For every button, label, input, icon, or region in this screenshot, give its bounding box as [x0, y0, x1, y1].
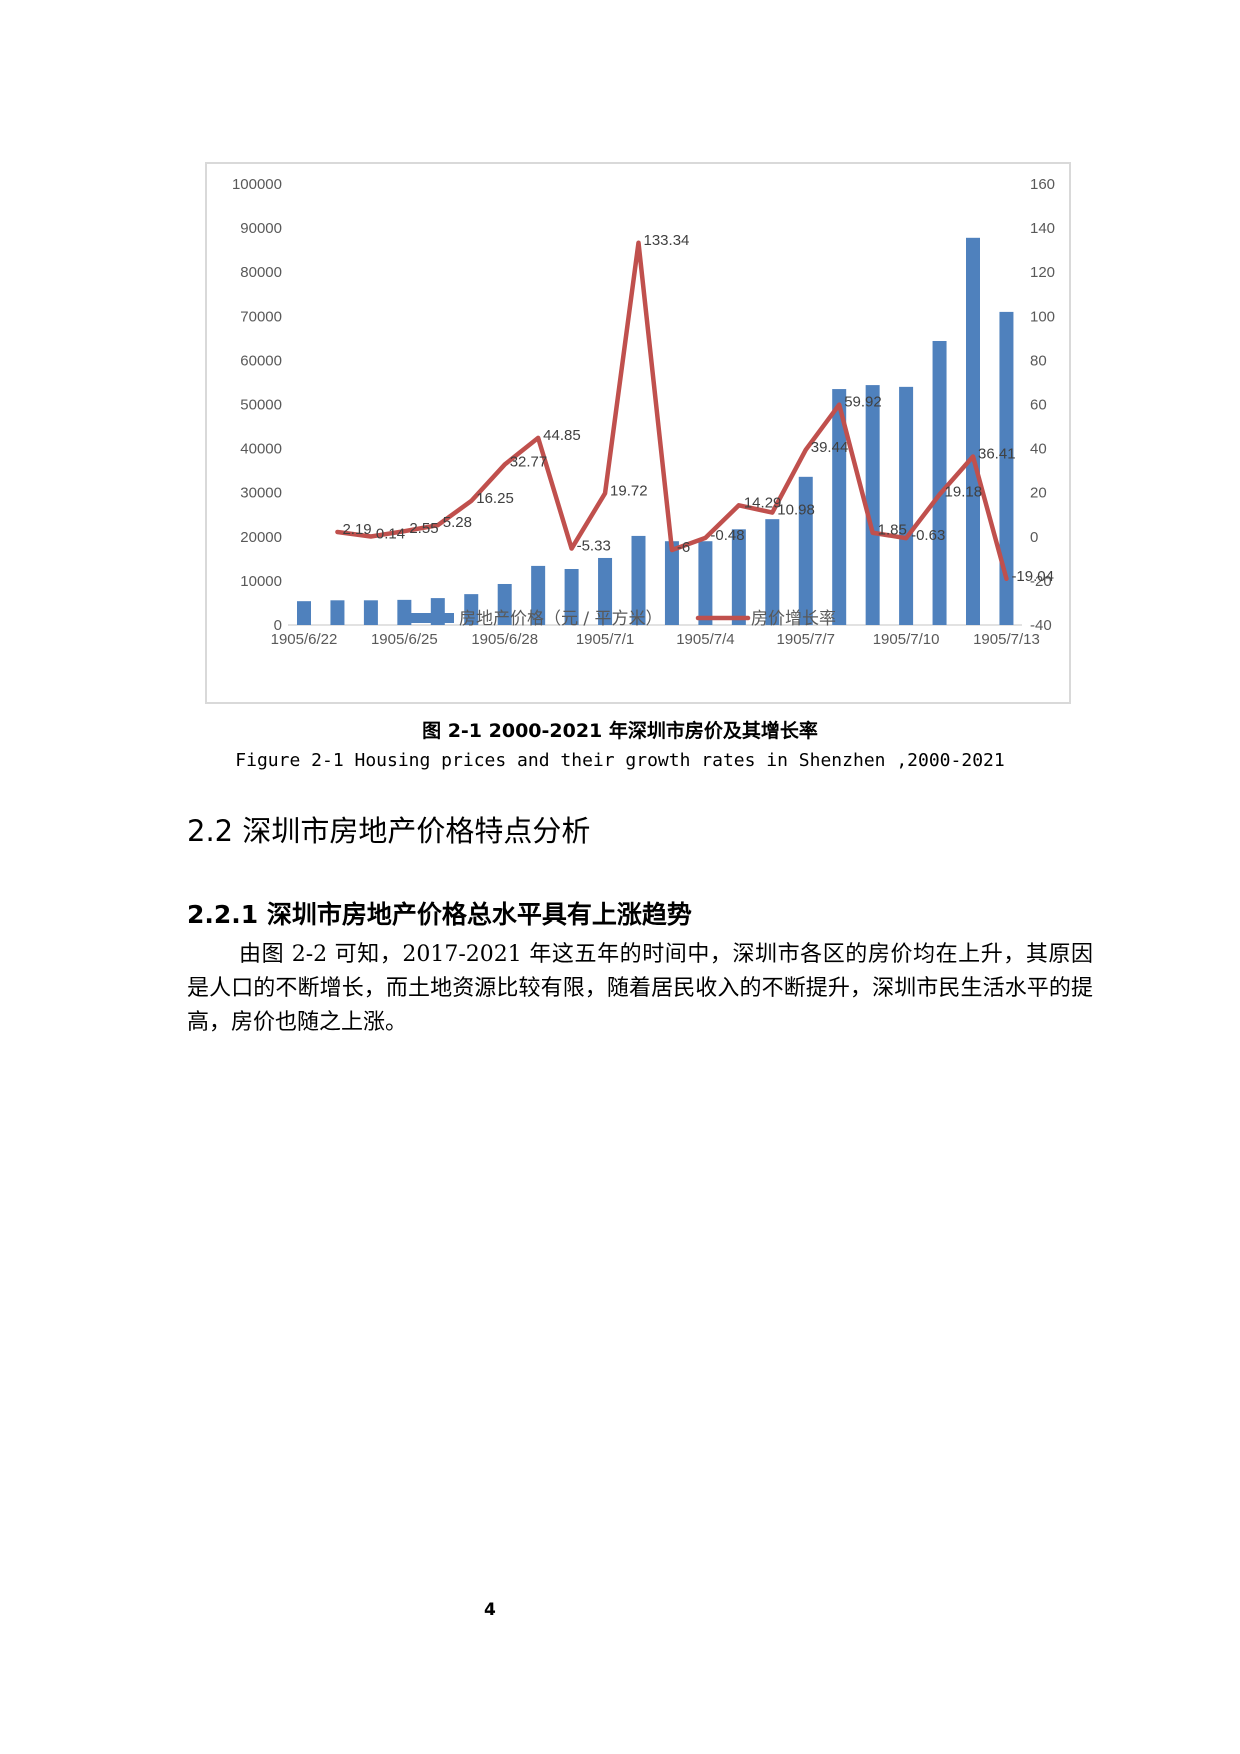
- right-axis-tick: -20: [1030, 573, 1052, 590]
- right-axis-tick: 140: [1030, 220, 1055, 237]
- x-axis-tick: 1905/7/4: [676, 631, 734, 648]
- figure-caption-en: Figure 2-1 Housing prices and their grow…: [235, 750, 1005, 771]
- left-axis-tick: 90000: [240, 220, 282, 237]
- legend-bar-label: 房地产价格（元 / 平方米）: [459, 609, 663, 629]
- right-axis-tick: 60: [1030, 397, 1047, 414]
- growth-rate-label: 10.98: [777, 502, 815, 519]
- price-bar: [865, 385, 880, 625]
- right-axis-tick: 40: [1030, 441, 1047, 458]
- body-paragraph: 由图 2-2 可知，2017-2021 年这五年的时间中，深圳市各区的房价均在上…: [187, 942, 1093, 1035]
- price-bar: [966, 237, 980, 625]
- subsection-heading: 2.2.1 深圳市房地产价格总水平具有上涨趋势: [187, 900, 692, 929]
- page-number: 4: [484, 1600, 496, 1620]
- growth-rate-label: 36.41: [978, 446, 1016, 463]
- right-axis-tick: 80: [1030, 352, 1047, 369]
- growth-rate-label: 19.72: [610, 482, 648, 499]
- price-bar: [497, 583, 512, 625]
- right-axis-tick: 20: [1030, 485, 1047, 502]
- left-axis-tick: 30000: [240, 485, 282, 502]
- left-axis-tick: 40000: [240, 441, 282, 458]
- growth-rate-label: -19.04: [1011, 568, 1054, 585]
- growth-rate-label: 59.92: [844, 394, 882, 411]
- figure-caption-cn: 图 2-1 2000-2021 年深圳市房价及其增长率: [422, 720, 818, 742]
- price-bar: [297, 601, 311, 625]
- left-axis-tick: 20000: [240, 529, 282, 546]
- price-bar: [330, 600, 345, 625]
- price-bar: [564, 568, 579, 625]
- price-bar: [664, 541, 679, 625]
- price-bar: [899, 386, 914, 625]
- left-axis-tick: 50000: [240, 397, 282, 414]
- right-axis-tick: 0: [1030, 529, 1038, 546]
- combo-chart: 0100002000030000400005000060000700008000…: [232, 176, 1055, 648]
- growth-rate-label: -6: [677, 539, 690, 556]
- price-bar: [631, 535, 646, 625]
- left-axis-tick: 0: [274, 617, 282, 634]
- price-bar: [531, 565, 546, 625]
- growth-rate-line: [335, 240, 1009, 582]
- growth-rate-label: 32.77: [510, 454, 548, 471]
- price-bar: [731, 529, 746, 625]
- left-axis-tick: 10000: [240, 573, 282, 590]
- section-heading: 2.2 深圳市房地产价格特点分析: [187, 814, 591, 848]
- growth-rate-label: 133.34: [644, 232, 690, 249]
- left-axis-tick: 70000: [240, 308, 282, 325]
- right-axis-tick: 160: [1030, 176, 1055, 193]
- price-bar: [798, 476, 813, 625]
- price-bar: [999, 311, 1014, 625]
- chart-frame: 0 10000 20000 30000 40000 50000 60000 70000 8000…: [205, 162, 1071, 704]
- price-bar: [932, 340, 947, 625]
- right-axis-tick: 120: [1030, 264, 1055, 281]
- growth-rate-label: 44.85: [543, 427, 581, 444]
- price-bar: [464, 594, 479, 625]
- growth-rate-label: -5.33: [577, 538, 611, 555]
- price-bar: [363, 600, 378, 625]
- x-axis-tick: 1905/7/1: [576, 631, 634, 648]
- legend-line-label: 房价增长率: [751, 609, 836, 629]
- growth-rate-label: 2.55: [409, 520, 438, 537]
- growth-rate-label: -0.48: [710, 527, 744, 544]
- x-axis-tick: 1905/6/25: [371, 631, 438, 648]
- legend-bar-swatch: [404, 613, 454, 623]
- growth-rate-label: -0.63: [911, 527, 945, 544]
- left-axis-tick: 100000: [232, 176, 282, 193]
- growth-rate-label: 39.44: [811, 439, 849, 456]
- x-axis-tick: 1905/7/10: [873, 631, 940, 648]
- left-axis-tick: 80000: [240, 264, 282, 281]
- x-axis-tick: 1905/6/28: [471, 631, 538, 648]
- price-bar: [832, 389, 847, 625]
- right-axis-tick: 100: [1030, 308, 1055, 325]
- price-bar: [765, 519, 780, 625]
- growth-rate-label: 14.29: [744, 494, 782, 511]
- price-bar: [698, 541, 713, 625]
- right-axis-tick: -40: [1030, 617, 1052, 634]
- price-bar: [598, 557, 613, 625]
- x-axis-tick: 1905/7/7: [777, 631, 835, 648]
- left-axis-tick: 60000: [240, 352, 282, 369]
- growth-rate-label: 0.14: [376, 525, 405, 542]
- x-axis-tick: 1905/6/22: [271, 631, 338, 648]
- growth-rate-label: 19.18: [945, 484, 983, 501]
- growth-rate-label: 5.28: [443, 514, 472, 531]
- growth-rate-label: 2.19: [342, 521, 371, 538]
- growth-rate-label: 1.85: [878, 522, 907, 539]
- growth-rate-label: 16.25: [476, 490, 514, 507]
- x-axis-tick: 1905/7/13: [973, 631, 1040, 648]
